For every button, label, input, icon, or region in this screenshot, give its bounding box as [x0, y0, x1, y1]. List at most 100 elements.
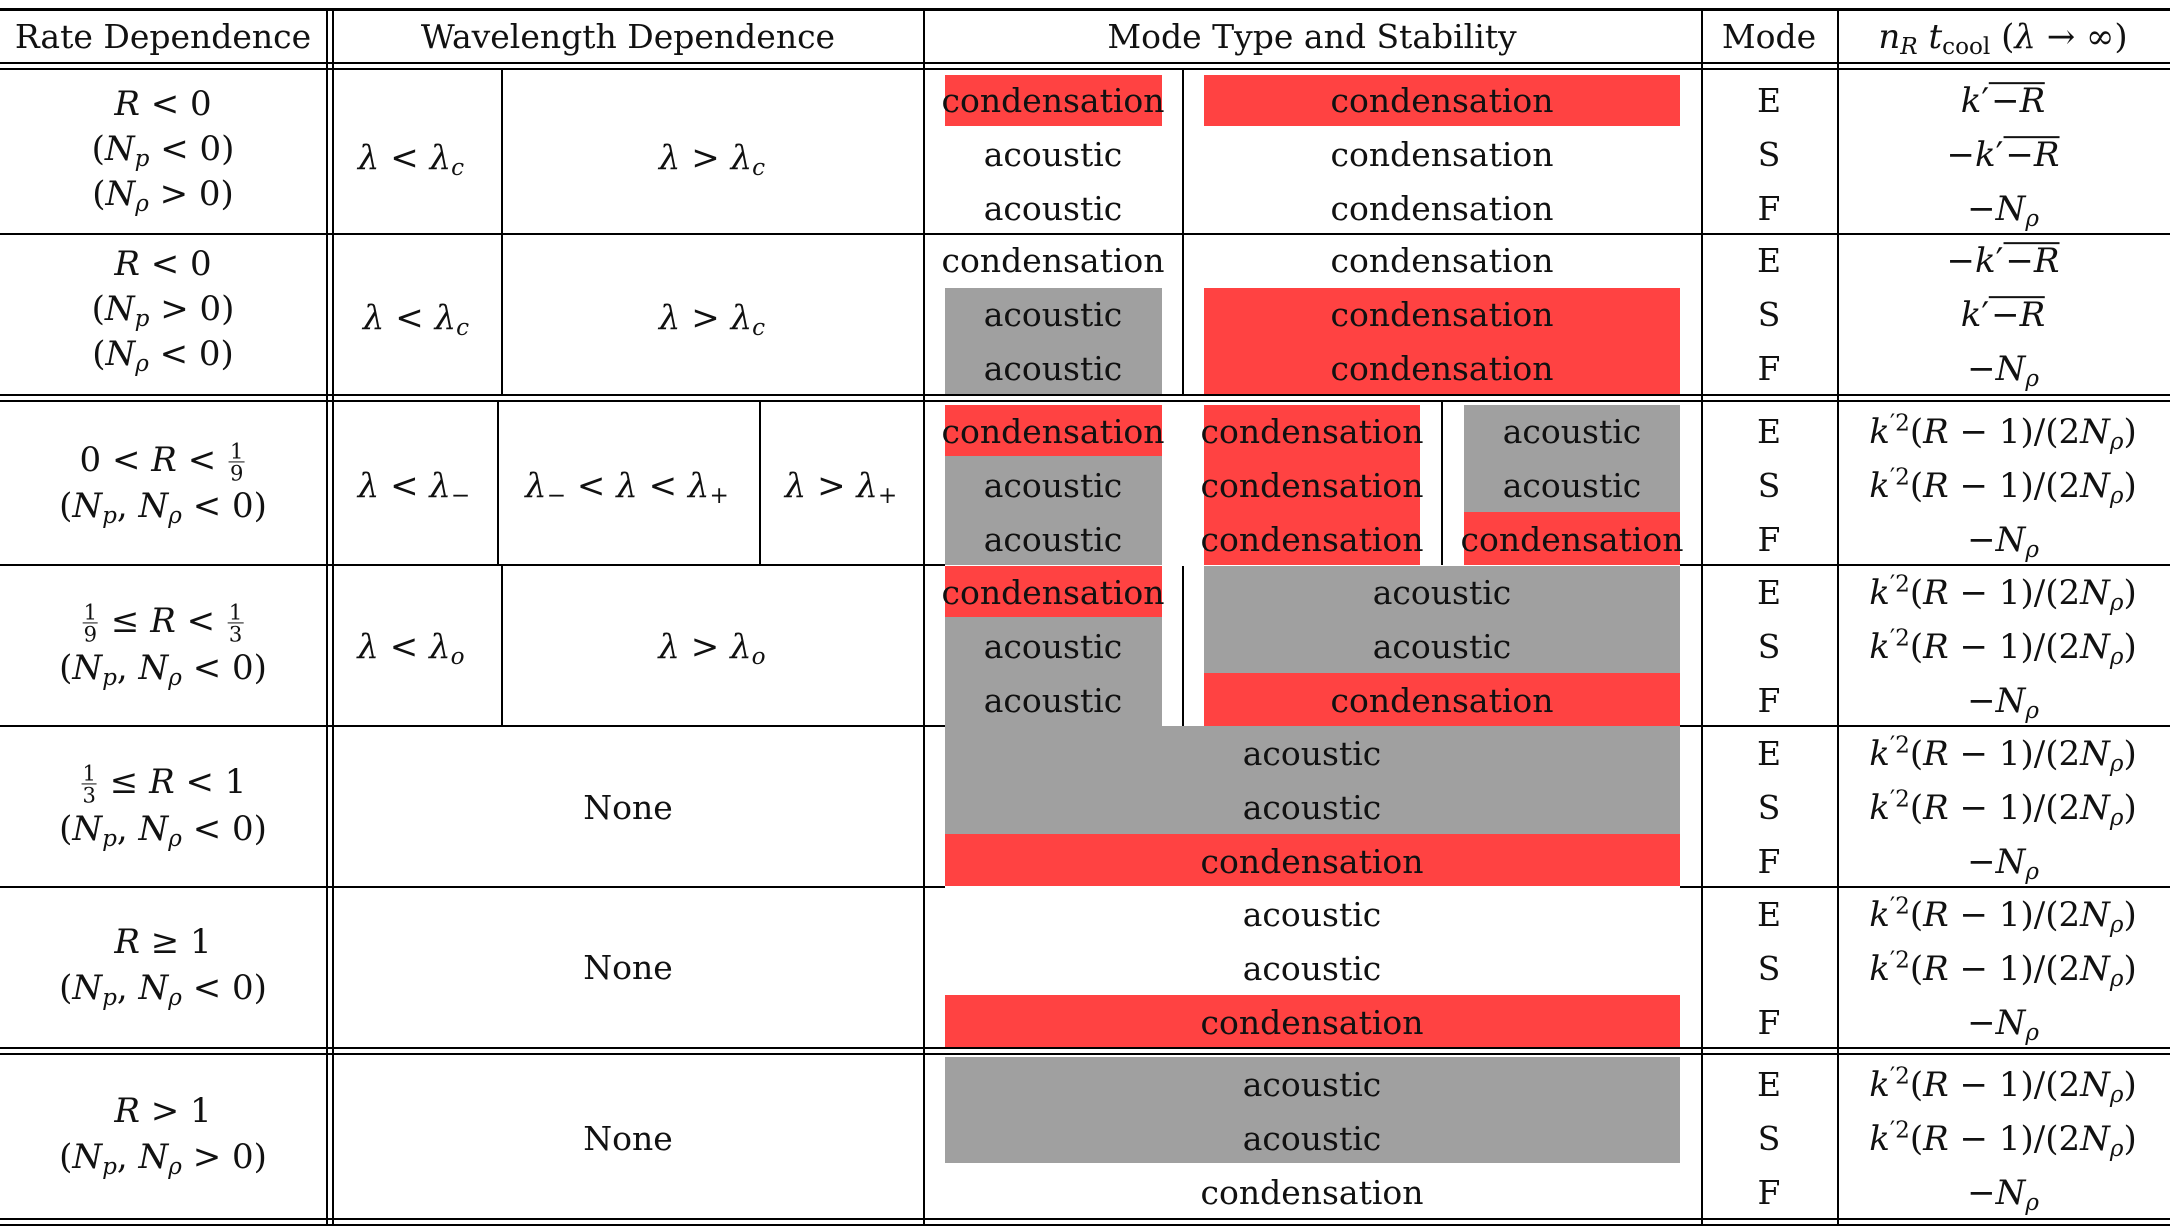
growth-rate: k′2(R − 1)/(2Nρ) [1869, 1117, 2137, 1162]
rule-row [1680, 886, 2170, 888]
mode-type-cell: condensation [1330, 349, 1554, 388]
mode-type-cell: condensation [1200, 1173, 1424, 1212]
mode-letter: E [1756, 895, 1782, 934]
mode-type-cell: acoustic [983, 189, 1123, 228]
wavelength-none: None [583, 948, 673, 987]
rule-sub [1182, 70, 1184, 395]
mode-letter: S [1757, 466, 1781, 505]
rate-label: R < 0 [114, 84, 212, 124]
wavelength-label: λ > λ+ [784, 466, 898, 509]
mode-type-cell: acoustic [983, 349, 1123, 388]
growth-rate: k′−R [1960, 295, 2046, 336]
unstable-fill [945, 995, 1680, 1047]
growth-rate: −Nρ [1967, 349, 2039, 392]
rule-row [1680, 725, 2170, 727]
mode-letter: F [1757, 842, 1781, 881]
mode-type-cell: condensation [941, 241, 1165, 280]
growth-rate: −k′−R [1946, 135, 2060, 176]
unstable-fill [945, 75, 1162, 126]
growth-rate: −Nρ [1967, 520, 2039, 563]
rule-row [0, 725, 945, 727]
mode-type-cell: condensation [1330, 189, 1554, 228]
unstable-fill [1204, 673, 1680, 726]
mode-letter: E [1756, 734, 1782, 773]
overstable-fill [945, 617, 1162, 726]
growth-rate: k′2(R − 1)/(2Nρ) [1869, 786, 2137, 831]
wavelength-label: λ < λc [362, 298, 470, 341]
wavelength-label: λ > λc [658, 298, 766, 341]
mode-letter: S [1757, 135, 1781, 174]
rule-row [0, 886, 945, 888]
mode-letter: F [1757, 349, 1781, 388]
wavelength-label: λ < λc [357, 138, 465, 181]
growth-rate: k′−R [1960, 81, 2046, 122]
overstable-fill [945, 726, 1680, 834]
rule-group-a [0, 1047, 2170, 1049]
mode-letter: S [1757, 1119, 1781, 1158]
mode-letter: F [1757, 520, 1781, 559]
growth-rate: k′2(R − 1)/(2Nρ) [1869, 410, 2137, 455]
mode-letter: E [1756, 81, 1782, 120]
rate-label: (Np, Nρ > 0) [59, 1137, 267, 1180]
rate-label: (Np, Nρ < 0) [59, 968, 267, 1011]
rule-header-b [0, 68, 2170, 70]
wavelength-none: None [583, 788, 673, 827]
growth-rate: −Nρ [1967, 842, 2039, 885]
mode-type-cell: condensation [941, 412, 1165, 451]
rate-label: R < 0 [114, 244, 212, 284]
rate-label: (Nρ < 0) [92, 334, 234, 377]
rule-col [1701, 8, 1703, 1226]
mode-type-cell: acoustic [1372, 627, 1512, 666]
rule-row [0, 564, 945, 566]
growth-rate: −k′−R [1946, 241, 2060, 282]
growth-rate: k′2(R − 1)/(2Nρ) [1869, 1063, 2137, 1108]
growth-rate: −Nρ [1967, 1003, 2039, 1046]
mode-type-cell: acoustic [983, 627, 1123, 666]
growth-rate: −Nρ [1967, 189, 2039, 232]
mode-letter: F [1757, 1173, 1781, 1212]
unstable-fill [1204, 405, 1420, 565]
mode-letter: E [1756, 573, 1782, 612]
mode-type-cell: condensation [1460, 520, 1684, 559]
mode-type-cell: condensation [1330, 135, 1554, 174]
rule-bottom-b [0, 1224, 2170, 1226]
mode-type-cell: acoustic [983, 681, 1123, 720]
mode-type-cell: acoustic [1242, 949, 1382, 988]
rate-label: (Np, Nρ < 0) [59, 648, 267, 691]
rule-sub [497, 402, 499, 565]
wavelength-label: λ < λo [357, 627, 465, 670]
mode-type-cell: condensation [941, 81, 1165, 120]
rule-header-a [0, 62, 2170, 64]
rule-sub [1441, 402, 1443, 565]
unstable-fill [945, 834, 1680, 886]
wavelength-label: λ > λo [658, 627, 766, 670]
header-wavelength: Wavelength Dependence [420, 17, 836, 56]
rule-col [1837, 8, 1839, 1226]
unstable-fill [1204, 288, 1680, 395]
mode-type-cell: acoustic [983, 135, 1123, 174]
mode-letter: S [1757, 788, 1781, 827]
mode-type-cell: condensation [1200, 466, 1424, 505]
growth-rate: k′2(R − 1)/(2Nρ) [1869, 947, 2137, 992]
mode-type-cell: condensation [941, 573, 1165, 612]
growth-rate: k′2(R − 1)/(2Nρ) [1869, 732, 2137, 777]
rule-top [0, 8, 2170, 11]
rule-group-b [0, 400, 2170, 402]
rate-label: (Np > 0) [91, 289, 235, 332]
mode-type-cell: condensation [1330, 241, 1554, 280]
mode-type-cell: acoustic [983, 466, 1123, 505]
mode-letter: S [1757, 295, 1781, 334]
mode-type-cell: acoustic [1502, 412, 1642, 451]
rule-row [0, 233, 2170, 235]
growth-rate: −Nρ [1967, 1173, 2039, 1216]
wavelength-none: None [583, 1119, 673, 1158]
mode-type-cell: acoustic [1242, 895, 1382, 934]
mode-letter: E [1756, 241, 1782, 280]
mode-type-cell: condensation [1200, 412, 1424, 451]
unstable-fill [1464, 512, 1680, 565]
rule-sub [501, 566, 503, 726]
overstable-fill [945, 1057, 1680, 1163]
mode-letter: E [1756, 1065, 1782, 1104]
growth-rate: k′2(R − 1)/(2Nρ) [1869, 464, 2137, 509]
